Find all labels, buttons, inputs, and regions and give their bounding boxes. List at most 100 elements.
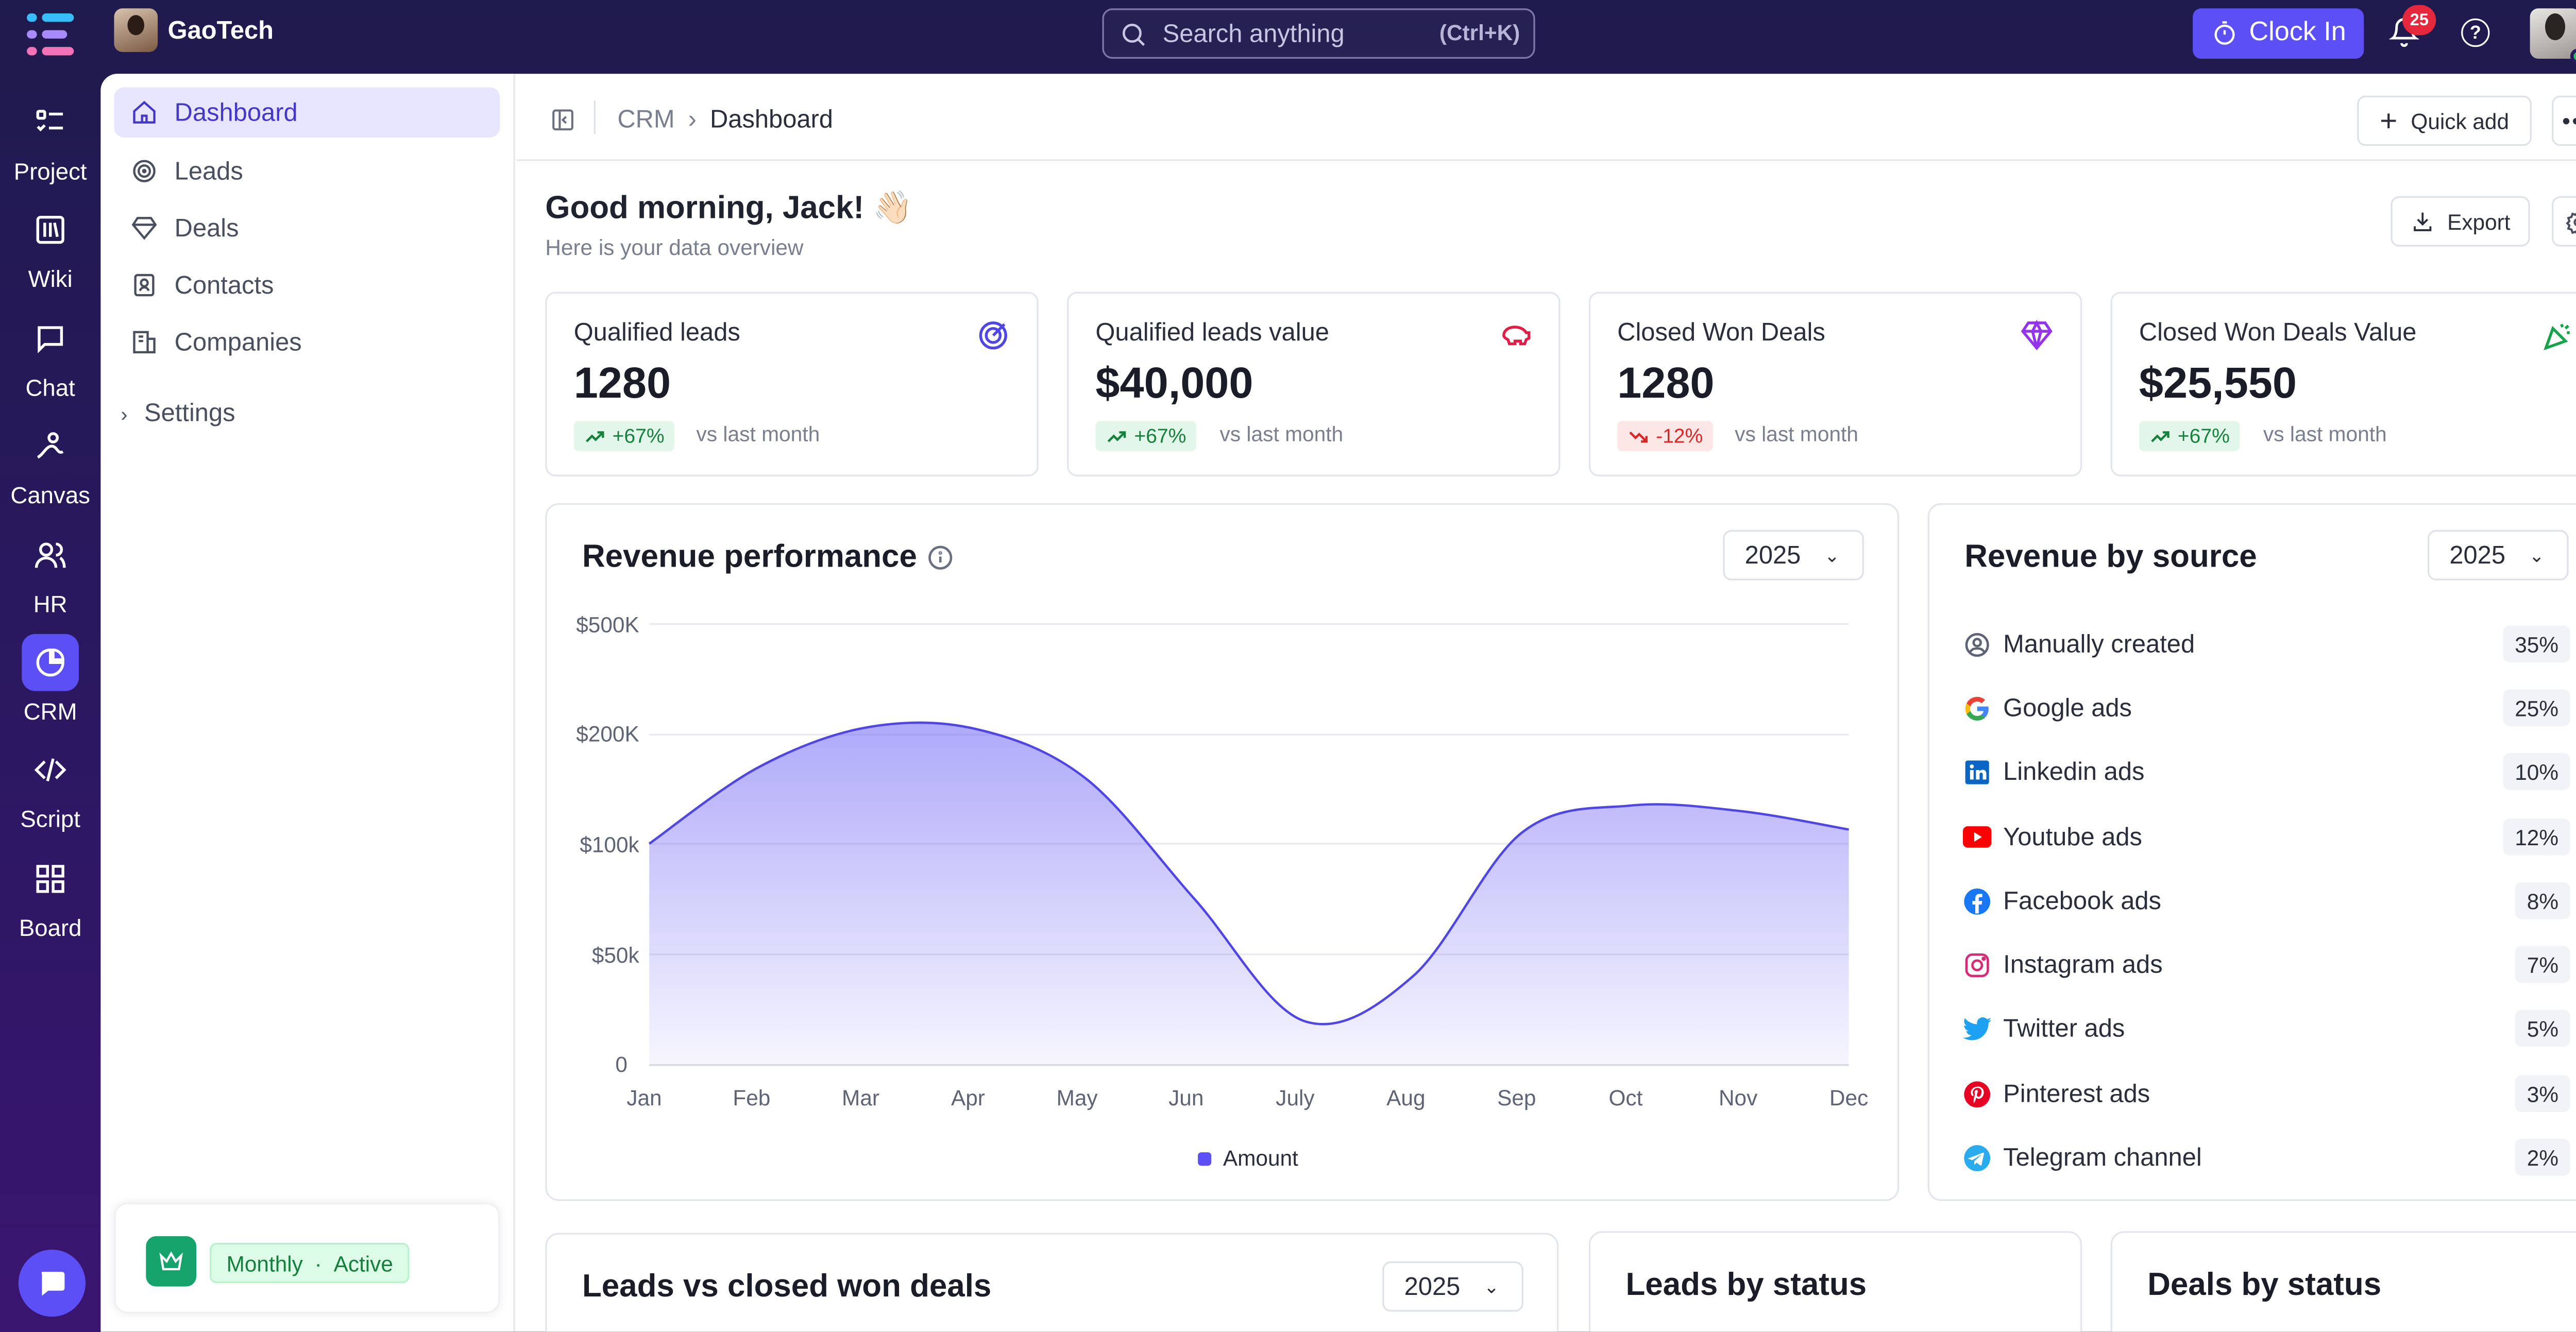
sidebar-item-companies[interactable]: Companies — [114, 317, 500, 367]
page-header: CRM › Dashboard + Quick add ••• — [516, 74, 2576, 161]
user-avatar[interactable] — [2530, 8, 2576, 64]
stat-comparison: vs last month — [2263, 422, 2387, 447]
source-year-select[interactable]: 2025 ⌄ — [2428, 530, 2569, 580]
stat-label: Closed Won Deals Value — [2139, 318, 2417, 348]
legend-swatch — [1198, 1151, 1212, 1165]
sidebar-item-label: Dashboard — [174, 98, 298, 127]
stat-card-qualified-leads: Qualified leads 1280 +67% vs last month — [545, 292, 1039, 476]
card-title: Revenue performance — [582, 540, 917, 575]
chevron-right-icon: › — [688, 106, 697, 134]
export-button[interactable]: Export — [2391, 196, 2530, 247]
revenue-line — [648, 721, 1849, 1026]
dashboard-settings-button[interactable] — [2551, 196, 2576, 247]
y-tick-label: $500K — [576, 612, 639, 638]
notification-count-badge: 25 — [2402, 5, 2436, 36]
rail-item-hr[interactable]: HR — [0, 527, 100, 627]
instagram-icon — [1963, 950, 1991, 979]
year-value: 2025 — [2449, 541, 2506, 570]
leads-vs-closed-won-card: Leads vs closed won deals 2025 ⌄ — [545, 1233, 1559, 1332]
rail-item-canvas[interactable]: Canvas — [0, 418, 100, 518]
revenue-area-chart — [648, 623, 1849, 1066]
party-popper-icon — [2541, 319, 2575, 352]
x-tick-label: Feb — [733, 1085, 771, 1111]
breadcrumb-root[interactable]: CRM — [617, 106, 675, 134]
sidebar-item-leads[interactable]: Leads — [114, 146, 500, 196]
rail-item-wiki[interactable]: Wiki — [0, 201, 100, 302]
rail-item-project[interactable]: Project — [0, 94, 100, 194]
sidebar-item-label: Companies — [174, 328, 302, 356]
online-status-dot — [2570, 48, 2576, 64]
source-name: Pinterest ads — [2003, 1079, 2150, 1108]
stat-comparison: vs last month — [1735, 422, 1858, 447]
sidebar-item-dashboard[interactable]: Dashboard — [114, 87, 500, 138]
leads-year-select[interactable]: 2025 ⌄ — [1382, 1261, 1523, 1312]
stat-card-qualified-leads-value: Qualified leads value $40,000 +67% vs la… — [1067, 292, 1561, 476]
stat-value: $25,550 — [2139, 357, 2297, 408]
chat-icon — [22, 310, 79, 367]
y-tick-label: $50k — [591, 943, 639, 968]
plan-period: Monthly — [226, 1250, 303, 1276]
sidebar-item-contacts[interactable]: Contacts — [114, 260, 500, 311]
rail-item-chat[interactable]: Chat — [0, 310, 100, 411]
stat-change-badge: +67% — [2139, 421, 2240, 451]
source-row: Facebook ads 8% — [1963, 881, 2570, 921]
sidebar-item-settings[interactable]: › Settings — [121, 399, 235, 428]
sidebar-item-deals[interactable]: Deals — [114, 203, 500, 253]
search-input[interactable]: Search anything (Ctrl+K) — [1102, 8, 1535, 59]
source-name: Youtube ads — [2003, 823, 2142, 851]
info-icon[interactable] — [926, 543, 955, 580]
year-value: 2025 — [1404, 1272, 1461, 1301]
quick-add-button[interactable]: + Quick add — [2357, 95, 2532, 146]
source-percent: 25% — [2503, 689, 2570, 727]
diamond-icon — [2020, 319, 2054, 352]
rail-item-board[interactable]: Board — [0, 850, 100, 951]
download-icon — [2413, 212, 2431, 231]
source-name: Facebook ads — [2003, 886, 2162, 915]
rail-item-script[interactable]: Script — [0, 741, 100, 842]
workspace-avatar — [114, 8, 158, 52]
year-value: 2025 — [1744, 541, 1801, 570]
rail-label: Chat — [25, 374, 75, 401]
contacts-icon — [131, 272, 158, 299]
revenue-year-select[interactable]: 2025 ⌄ — [1723, 530, 1864, 580]
support-chat-button[interactable] — [18, 1250, 86, 1317]
notifications-button[interactable]: 25 — [2388, 5, 2436, 48]
stat-card-closed-won-deals: Closed Won Deals 1280 -12% vs last month — [1588, 292, 2082, 476]
plan-status: Active — [333, 1250, 393, 1276]
script-icon — [22, 741, 79, 798]
more-options-button[interactable]: ••• — [2551, 95, 2576, 146]
sidebar-item-label: Contacts — [174, 270, 274, 300]
rail-item-crm[interactable]: CRM — [0, 634, 100, 735]
y-tick-label: $200K — [576, 721, 639, 747]
y-tick-label: $100k — [580, 832, 639, 858]
revenue-by-source-card: Revenue by source 2025 ⌄ Manually create… — [1927, 503, 2576, 1201]
help-icon[interactable]: ? — [2461, 18, 2490, 47]
stat-value: 1280 — [573, 357, 671, 408]
target-icon — [976, 319, 1010, 352]
sidebar-toggle-icon[interactable] — [550, 107, 575, 141]
rail-label: Script — [20, 805, 80, 832]
x-tick-label: Apr — [951, 1085, 985, 1111]
workspace-switcher[interactable]: GaoTech — [114, 8, 274, 52]
piggy-bank-icon — [1498, 319, 1532, 352]
source-name: Google ads — [2003, 693, 2132, 722]
source-name: Twitter ads — [2003, 1014, 2125, 1043]
rail-label: Project — [13, 158, 87, 185]
workspace-name: GaoTech — [167, 15, 274, 45]
y-tick-label: 0 — [615, 1051, 628, 1077]
app-logo-icon[interactable] — [27, 13, 74, 57]
search-placeholder: Search anything — [1162, 19, 1345, 48]
x-tick-label: Sep — [1497, 1085, 1536, 1111]
source-row: Twitter ads 5% — [1962, 1008, 2570, 1048]
main-content: CRM › Dashboard + Quick add ••• Good mor… — [516, 74, 2576, 1332]
canvas-icon — [22, 418, 79, 475]
pinterest-icon — [1963, 1079, 1991, 1107]
stat-card-closed-won-deals-value: Closed Won Deals Value $25,550 +67% vs l… — [2110, 292, 2576, 476]
clock-in-button[interactable]: Clock In — [2193, 8, 2364, 59]
chevron-right-icon: › — [121, 401, 128, 425]
subscription-plan-card[interactable]: Monthly · Active — [114, 1202, 500, 1313]
x-tick-label: Oct — [1608, 1085, 1643, 1111]
stat-change-badge: -12% — [1617, 421, 1713, 451]
card-title: Leads by status — [1625, 1268, 1867, 1304]
stat-label: Closed Won Deals — [1617, 318, 1825, 348]
